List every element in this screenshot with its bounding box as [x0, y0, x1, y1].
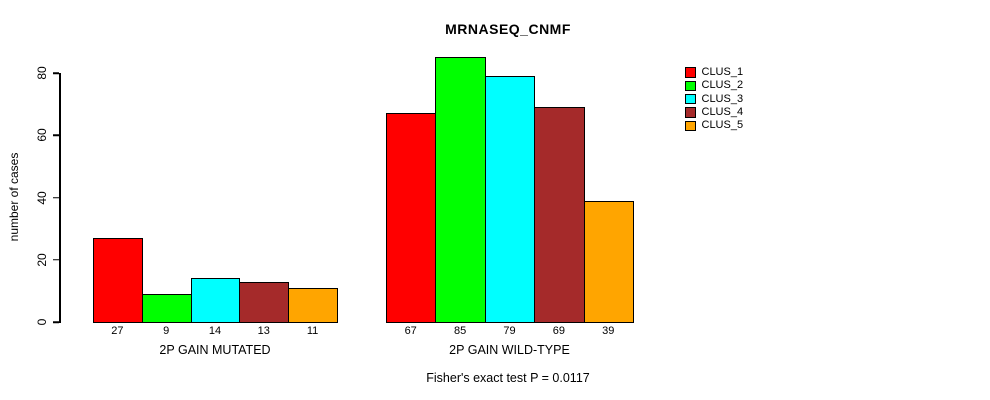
chart-title: MRNASEQ_CNMF: [445, 21, 571, 37]
legend-swatch-clus-2: [685, 80, 696, 92]
legend-swatch-clus-5: [685, 120, 696, 132]
x-group-label-mutated: 2P GAIN MUTATED: [159, 343, 271, 357]
legend-swatch-clus-3: [685, 93, 696, 105]
legend: CLUS_1 CLUS_2 CLUS_3 CLUS_4 CLUS_5: [685, 66, 743, 132]
y-axis-label: number of cases: [7, 152, 21, 242]
legend-item-clus-4: CLUS_4: [685, 106, 743, 119]
bar-value-label: 27: [111, 325, 124, 337]
y-tick-label: 80: [35, 66, 49, 80]
bar-value-label: 79: [503, 325, 516, 337]
bar-value-label: 85: [453, 325, 467, 337]
legend-label: CLUS_4: [701, 106, 744, 119]
legend-label: CLUS_5: [701, 119, 744, 132]
bar-value-label: 14: [208, 325, 222, 337]
bar-value-label: 9: [163, 325, 170, 337]
bar-value-label: 11: [306, 325, 319, 337]
legend-item-clus-1: CLUS_1: [685, 66, 743, 79]
bar-clus-2-wildtype: [435, 57, 486, 323]
bar-clus-5-mutated: [288, 287, 338, 323]
bar-value-label: 67: [404, 325, 417, 337]
y-tick-label: 20: [35, 253, 49, 267]
bar-clus-4-wildtype: [534, 107, 585, 323]
legend-label: CLUS_3: [701, 92, 744, 105]
legend-swatch-clus-4: [685, 107, 696, 118]
bar-clus-3-wildtype: [484, 76, 536, 323]
y-tick-label: 40: [35, 190, 49, 205]
bar-value-label: 13: [257, 325, 270, 337]
legend-item-clus-2: CLUS_2: [685, 79, 743, 92]
legend-item-clus-5: CLUS_5: [685, 119, 743, 132]
y-axis-line: [59, 73, 61, 323]
fisher-test-annotation: Fisher's exact test P = 0.0117: [426, 371, 590, 385]
bar-clus-2-mutated: [141, 293, 192, 323]
bar-clus-1-wildtype: [386, 113, 437, 323]
bar-clus-5-wildtype: [583, 200, 634, 323]
y-tick-mark: [53, 196, 59, 199]
x-group-label-wildtype: 2P GAIN WILD-TYPE: [449, 343, 570, 357]
legend-label: CLUS_2: [701, 79, 744, 92]
y-tick-mark: [53, 259, 59, 261]
y-tick-mark: [53, 134, 59, 136]
y-tick-label: 60: [35, 128, 49, 142]
bar-value-label: 69: [552, 325, 566, 337]
y-tick-label: 0: [35, 318, 49, 326]
bar-clus-4-mutated: [239, 281, 290, 323]
bar-clus-3-mutated: [190, 278, 241, 323]
legend-swatch-clus-1: [685, 67, 696, 78]
legend-item-clus-3: CLUS_3: [685, 93, 743, 106]
y-tick-mark: [53, 72, 59, 74]
legend-label: CLUS_1: [701, 66, 744, 79]
y-tick-mark: [53, 321, 59, 323]
bar-clus-1-mutated: [93, 237, 143, 323]
bar-value-label: 39: [602, 325, 615, 337]
